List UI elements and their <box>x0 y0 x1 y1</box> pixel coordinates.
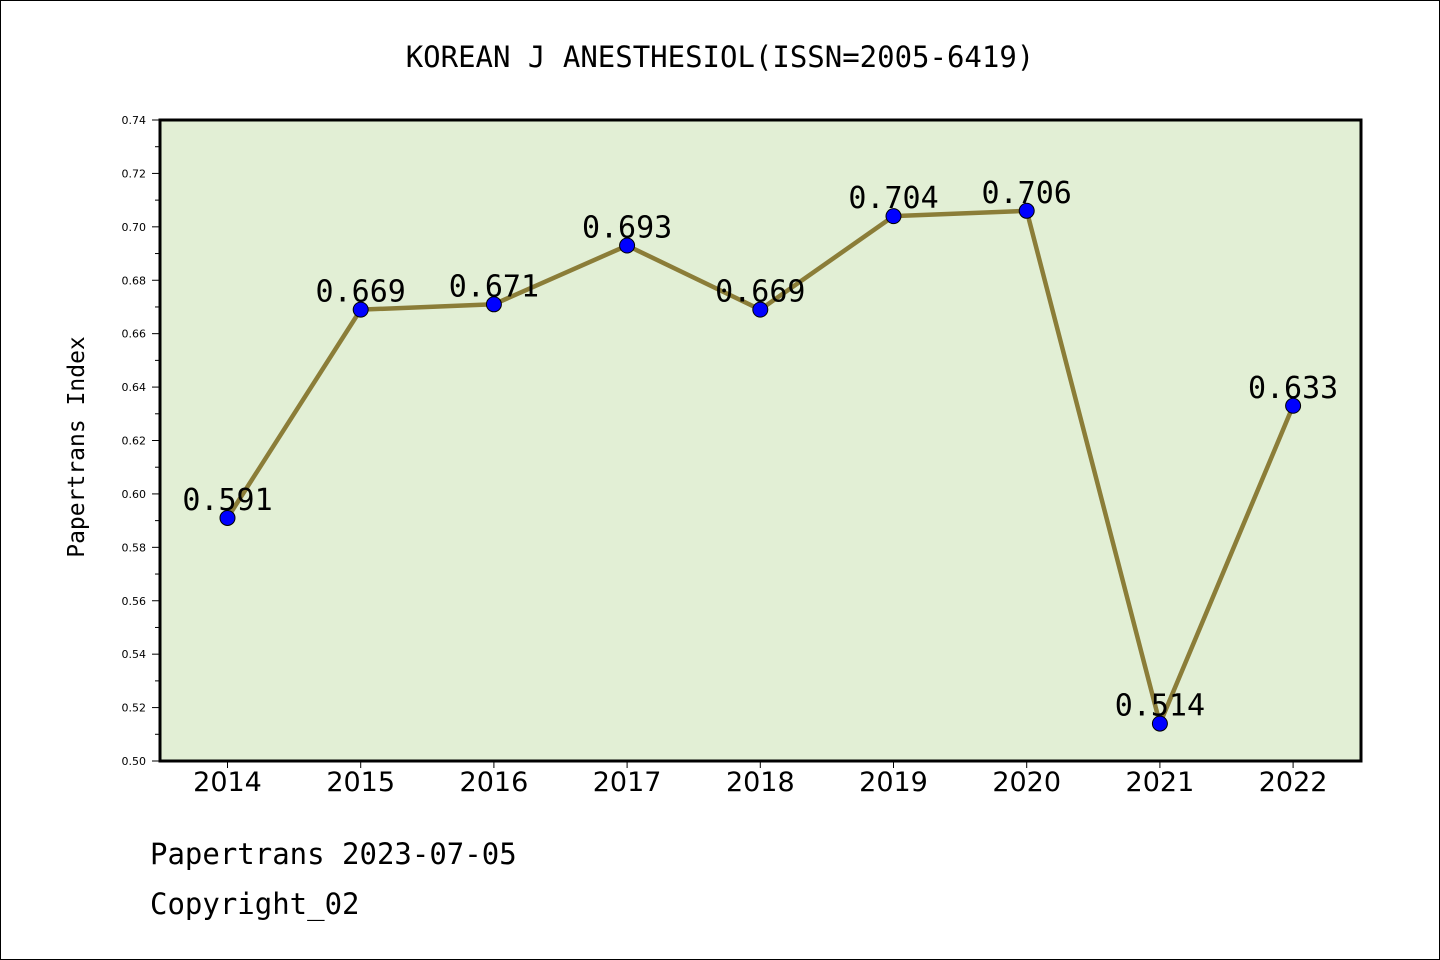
data-label: 0.704 <box>848 181 938 216</box>
data-point <box>619 237 636 254</box>
plot-border <box>158 118 1363 763</box>
y-tick-label: 0.54 <box>122 648 147 661</box>
y-tick-label: 0.68 <box>122 274 147 287</box>
data-point <box>1018 202 1035 219</box>
data-label: 0.671 <box>449 269 539 304</box>
data-point <box>885 208 902 225</box>
x-tick-label: 2019 <box>859 767 928 798</box>
y-tick-label: 0.62 <box>122 435 147 448</box>
data-label: 0.514 <box>1115 689 1205 724</box>
data-point <box>219 509 236 526</box>
x-tick-label: 2022 <box>1259 767 1328 798</box>
data-point <box>1151 715 1168 732</box>
x-tick-label: 2020 <box>992 767 1061 798</box>
x-tick-label: 2018 <box>726 767 795 798</box>
y-tick-label: 0.60 <box>122 488 147 501</box>
data-label: 0.706 <box>982 176 1072 211</box>
footer-date: Papertrans 2023-07-05 <box>150 837 517 871</box>
footer-copyright: Copyright_02 <box>150 887 360 922</box>
data-point <box>1285 397 1302 414</box>
x-tick-label: 2017 <box>593 767 662 798</box>
y-tick-label: 0.50 <box>122 755 147 768</box>
data-label: 0.693 <box>582 211 672 246</box>
plot-area <box>160 120 1361 761</box>
data-point <box>352 301 369 318</box>
x-tick-label: 2016 <box>460 767 529 798</box>
x-tick-label: 2021 <box>1126 767 1195 798</box>
data-label: 0.633 <box>1248 371 1338 406</box>
x-tick-label: 2014 <box>193 767 262 798</box>
y-tick-label: 0.56 <box>122 595 147 608</box>
data-label: 0.669 <box>316 275 406 310</box>
y-tick-label: 0.64 <box>122 381 147 394</box>
y-tick-label: 0.52 <box>122 702 147 715</box>
y-tick-label: 0.72 <box>122 167 147 180</box>
data-point <box>485 296 502 313</box>
x-tick-label: 2015 <box>326 767 395 798</box>
y-axis-label: Papertrans Index <box>64 336 90 558</box>
y-tick-label: 0.66 <box>122 328 147 341</box>
y-tick-label: 0.58 <box>122 541 147 554</box>
y-tick-label: 0.70 <box>122 221 147 234</box>
data-label: 0.669 <box>715 275 805 310</box>
y-tick-label: 0.74 <box>122 114 147 127</box>
chart-title: KOREAN J ANESTHESIOL(ISSN=2005-6419) <box>406 40 1035 74</box>
data-label: 0.591 <box>182 483 272 518</box>
data-point <box>752 301 769 318</box>
